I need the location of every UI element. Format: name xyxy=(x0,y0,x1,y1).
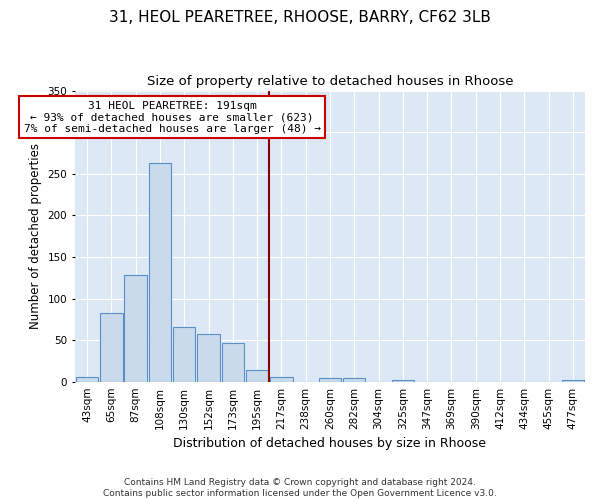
Bar xyxy=(270,376,293,382)
Title: Size of property relative to detached houses in Rhoose: Size of property relative to detached ho… xyxy=(147,75,513,88)
Bar xyxy=(124,275,147,382)
Bar xyxy=(343,378,365,382)
Bar xyxy=(173,327,196,382)
Bar xyxy=(246,370,268,382)
Text: Contains HM Land Registry data © Crown copyright and database right 2024.
Contai: Contains HM Land Registry data © Crown c… xyxy=(103,478,497,498)
Bar xyxy=(100,314,122,382)
X-axis label: Distribution of detached houses by size in Rhoose: Distribution of detached houses by size … xyxy=(173,437,487,450)
Bar xyxy=(562,380,584,382)
Y-axis label: Number of detached properties: Number of detached properties xyxy=(29,143,42,329)
Bar xyxy=(221,344,244,382)
Bar xyxy=(76,376,98,382)
Bar xyxy=(319,378,341,382)
Bar xyxy=(149,163,171,382)
Text: 31, HEOL PEARETREE, RHOOSE, BARRY, CF62 3LB: 31, HEOL PEARETREE, RHOOSE, BARRY, CF62 … xyxy=(109,10,491,25)
Bar xyxy=(392,380,414,382)
Bar xyxy=(197,334,220,382)
Text: 31 HEOL PEARETREE: 191sqm
← 93% of detached houses are smaller (623)
7% of semi-: 31 HEOL PEARETREE: 191sqm ← 93% of detac… xyxy=(23,100,320,134)
